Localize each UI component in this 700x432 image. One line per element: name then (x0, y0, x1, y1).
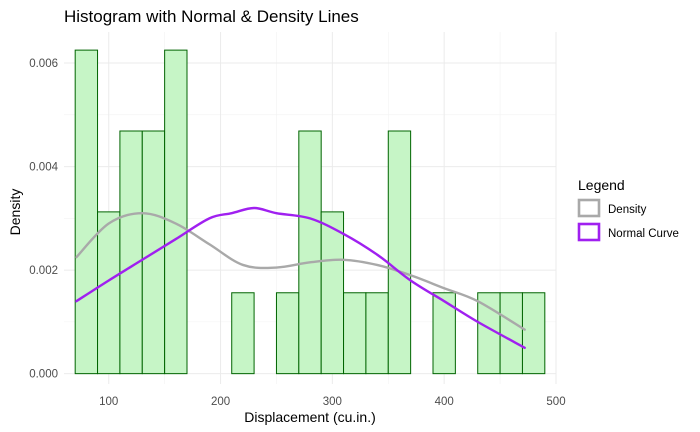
legend-key (577, 222, 601, 242)
legend-label: Normal Curve (608, 228, 679, 240)
histogram-bars (74, 49, 546, 375)
legend-title: Legend (578, 177, 625, 193)
x-tick-label: 500 (546, 396, 565, 408)
histogram-bar (432, 292, 456, 375)
histogram-bar (387, 130, 412, 375)
y-tick-label: 0.002 (29, 265, 58, 277)
normal-curve-line (75, 206, 526, 349)
histogram-bar (97, 211, 121, 375)
legend-key (577, 198, 601, 218)
histogram-bar (298, 130, 322, 375)
x-tick-label: 300 (323, 396, 342, 408)
histogram-bar (343, 292, 367, 375)
histogram-bar (320, 211, 345, 375)
legend: Legend Density Normal Curve (577, 177, 679, 242)
histogram-bar (164, 49, 188, 375)
legend-label: Density (608, 204, 647, 216)
y-axis-title: Density (7, 189, 23, 236)
y-tick-label: 0.000 (29, 369, 58, 381)
chart-title: Histogram with Normal & Density Lines (64, 7, 359, 26)
x-tick-label: 100 (99, 396, 118, 408)
histogram-bar (365, 292, 389, 375)
curves (75, 206, 526, 349)
histogram-bar (499, 292, 523, 375)
density-line (75, 211, 526, 331)
histogram-bar (521, 292, 546, 375)
y-axis-ticks: 0.000 0.002 0.004 0.006 (29, 58, 58, 381)
x-axis-ticks: 100 200 300 400 500 (99, 396, 565, 408)
x-tick-label: 400 (435, 396, 454, 408)
histogram-bar (74, 49, 99, 375)
y-tick-label: 0.006 (29, 58, 58, 70)
histogram-bar (275, 292, 300, 375)
histogram-bar (231, 292, 255, 375)
y-tick-label: 0.004 (29, 162, 58, 174)
x-axis-title: Displacement (cu.in.) (244, 409, 376, 425)
histogram-bar (119, 130, 143, 375)
x-tick-label: 200 (211, 396, 230, 408)
